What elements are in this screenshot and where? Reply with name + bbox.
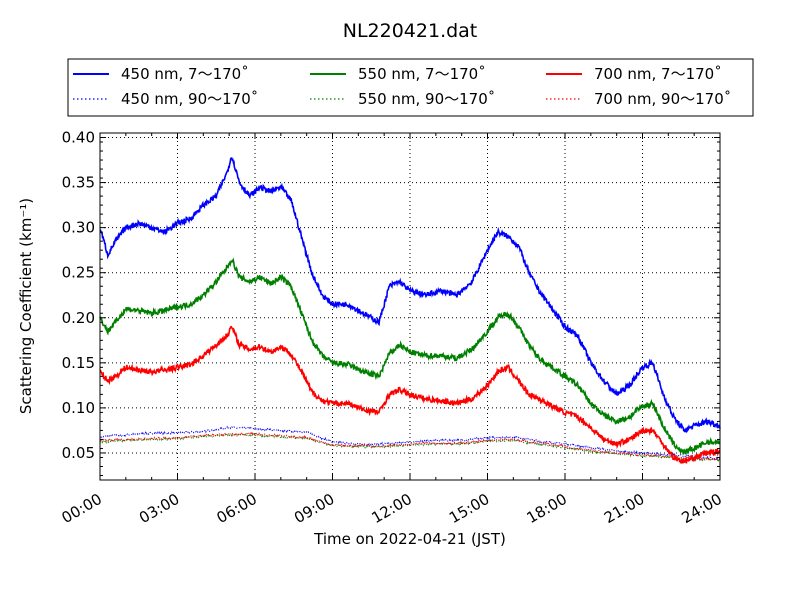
y-tick-label: 0.25 <box>62 264 95 282</box>
legend-label: 700 nm, 90～170˚ <box>594 90 731 108</box>
legend-frame <box>67 58 754 117</box>
y-tick-label: 0.30 <box>62 219 95 237</box>
tick-marks <box>99 133 721 480</box>
series-line <box>99 325 721 464</box>
x-tick-label: 06:00 <box>214 490 260 527</box>
y-tick-label: 0.10 <box>62 399 95 417</box>
legend-label: 550 nm, 7～170˚ <box>358 65 486 83</box>
x-tick-label: 18:00 <box>524 490 570 527</box>
legend: 450 nm, 7～170˚ 550 nm, 7～170˚ 700 nm, 7～17… <box>67 58 754 117</box>
y-tick-labels: 0.05 0.10 0.15 0.20 0.25 0.30 0.35 0.40 <box>62 129 95 462</box>
legend-items: 450 nm, 7～170˚ 550 nm, 7～170˚ 700 nm, 7～17… <box>73 65 731 108</box>
series-line <box>99 431 721 462</box>
x-tick-label: 24:00 <box>679 490 725 527</box>
legend-label: 700 nm, 7～170˚ <box>594 65 722 83</box>
x-tick-label: 15:00 <box>446 490 492 527</box>
series-line <box>99 257 721 455</box>
x-tick-label: 12:00 <box>369 490 415 527</box>
chart-title: NL220421.dat <box>343 20 478 42</box>
x-tick-labels: 00:00 03:00 06:00 09:00 12:00 15:00 18:00 21:00… <box>59 490 725 527</box>
y-tick-label: 0.40 <box>62 129 95 147</box>
x-axis-label: Time on 2022-04-21 (JST) <box>313 530 506 548</box>
y-axis-label: Scattering Coefficient (km⁻¹) <box>17 198 35 414</box>
y-tick-label: 0.15 <box>62 354 95 372</box>
x-tick-label: 00:00 <box>59 490 105 527</box>
series-layer <box>99 157 721 464</box>
y-tick-label: 0.05 <box>62 444 95 462</box>
plot-area <box>99 132 721 481</box>
y-tick-label: 0.35 <box>62 174 95 192</box>
x-tick-label: 09:00 <box>291 490 337 527</box>
legend-label: 450 nm, 90～170˚ <box>121 90 258 108</box>
x-tick-label: 21:00 <box>601 490 647 527</box>
legend-label: 450 nm, 7～170˚ <box>121 65 249 83</box>
series-line <box>99 157 721 434</box>
legend-label: 550 nm, 90～170˚ <box>358 90 495 108</box>
y-tick-label: 0.20 <box>62 309 95 327</box>
series-line <box>99 425 721 462</box>
x-tick-label: 03:00 <box>136 490 182 527</box>
